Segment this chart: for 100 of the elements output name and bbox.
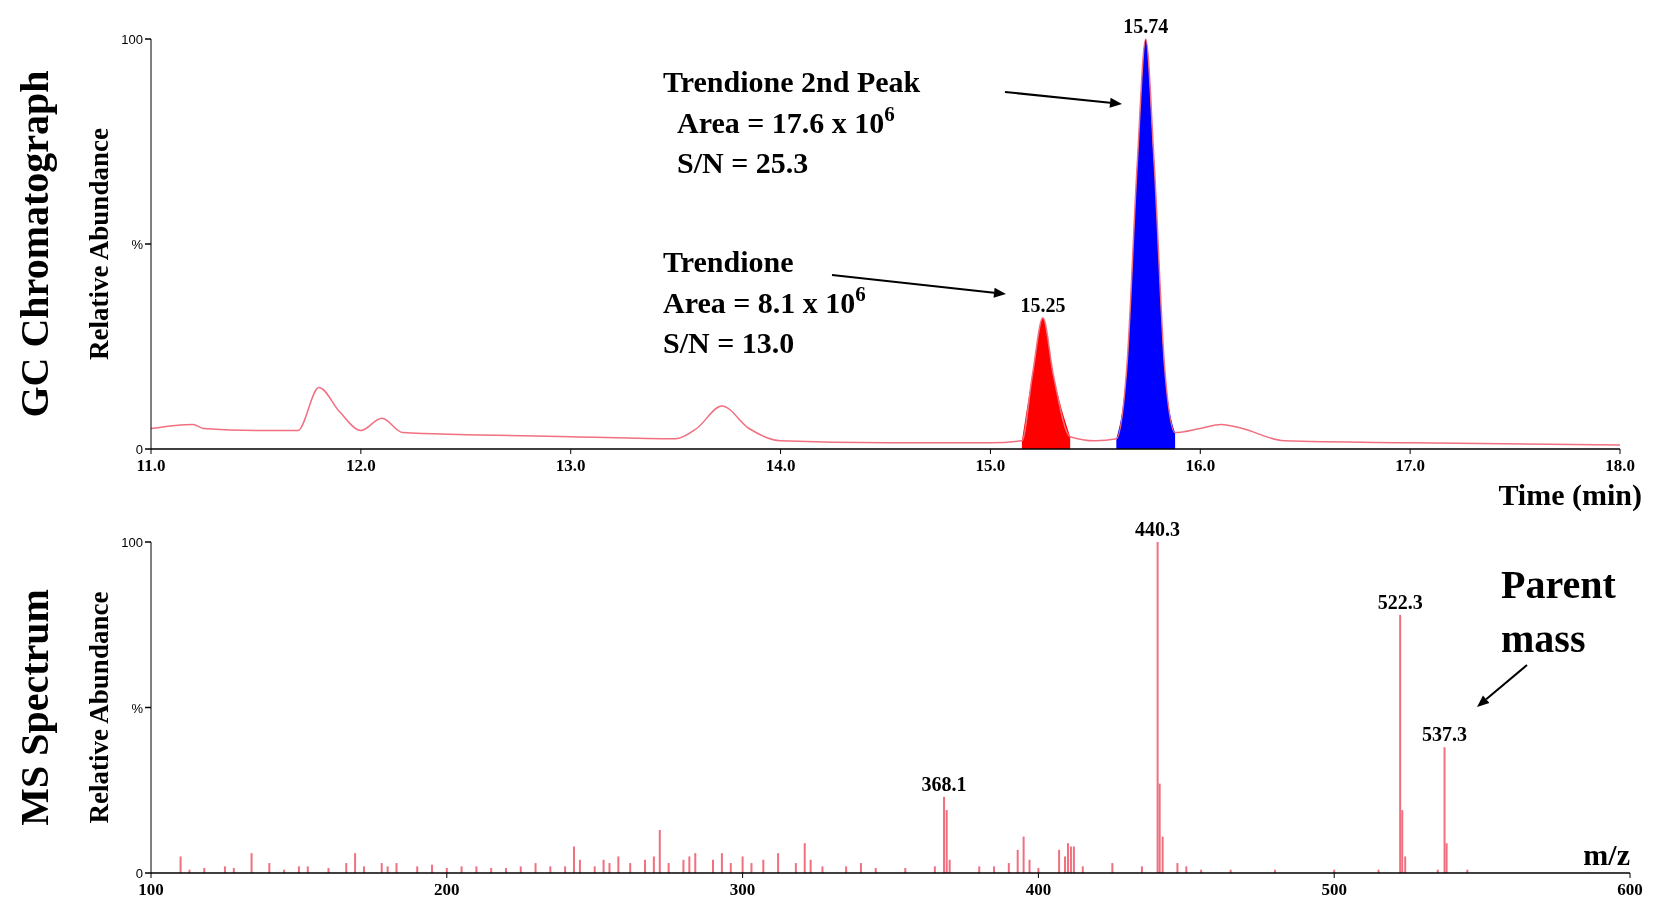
bar <box>395 863 398 873</box>
y-axis-title: Relative Abundance <box>84 591 114 824</box>
bar <box>1156 542 1159 873</box>
bar <box>593 866 596 873</box>
bar <box>729 863 732 873</box>
bar <box>943 796 946 873</box>
bar <box>794 863 797 873</box>
annotation: 522.3 <box>1377 590 1423 613</box>
bar <box>608 863 611 873</box>
bar <box>933 866 936 873</box>
bar <box>1072 846 1075 873</box>
line-series <box>150 38 1621 446</box>
bar <box>658 829 661 873</box>
bar <box>475 866 478 873</box>
bar <box>629 863 632 873</box>
bar <box>602 859 605 873</box>
bar <box>821 866 824 873</box>
bar <box>362 866 365 873</box>
bar <box>741 856 744 873</box>
bar <box>549 866 552 873</box>
x-tick-label: 300 <box>729 880 756 899</box>
annotation: 368.1 <box>921 772 967 795</box>
y-tick-label: 0 <box>135 442 143 457</box>
bar <box>345 863 348 873</box>
annotation: 440.3 <box>1135 518 1181 540</box>
bar <box>762 859 765 873</box>
bar <box>688 856 691 873</box>
annotation: 537.3 <box>1422 723 1468 746</box>
annotation: 15.25 <box>1020 293 1066 316</box>
bar <box>386 866 389 873</box>
bar <box>750 863 753 873</box>
x-tick-label: 18.0 <box>1605 456 1635 475</box>
bar <box>993 866 996 873</box>
x-tick-label: 14.0 <box>765 456 796 475</box>
text: MS Spectrum <box>12 589 57 826</box>
bar <box>572 846 575 873</box>
bar <box>652 856 655 873</box>
bar <box>978 866 981 873</box>
bar <box>1111 863 1114 873</box>
x-tick-label: 600 <box>1617 880 1643 899</box>
y-axis-title: Relative Abundance <box>84 128 114 360</box>
bar <box>1007 863 1010 873</box>
y-tick-label: % <box>131 237 144 252</box>
bar <box>1028 859 1031 873</box>
annotation: 15.74 <box>1123 15 1169 37</box>
y-tick-label: % <box>131 700 144 716</box>
bar <box>1176 863 1179 873</box>
bar <box>720 853 723 873</box>
bar <box>1399 614 1402 873</box>
x-tick-label: 13.0 <box>555 456 586 475</box>
text: Trendione 2nd Peak Area = 17.6 x 10$^{6}$ S/N = 25.3 <box>663 65 921 179</box>
bar <box>306 866 309 873</box>
bar <box>1081 866 1084 873</box>
bar <box>250 853 253 873</box>
bar <box>354 853 357 873</box>
y-tick-label: 0 <box>135 866 143 881</box>
bar <box>643 859 646 873</box>
bar <box>297 866 300 873</box>
x-axis-title: Time (min) <box>1498 478 1642 512</box>
x-tick-label: 400 <box>1025 880 1052 899</box>
x-tick-label: 16.0 <box>1185 456 1216 475</box>
bar <box>682 859 685 873</box>
bar <box>1066 843 1069 873</box>
bar <box>777 853 780 873</box>
bar <box>460 866 463 873</box>
x-tick-label: 11.0 <box>136 456 166 475</box>
x-tick-label: 500 <box>1321 880 1347 899</box>
bar <box>519 866 522 873</box>
x-axis-title: m/z <box>1583 838 1630 871</box>
x-tick-label: 15.0 <box>975 456 1006 475</box>
annotation: Parent mass <box>1501 562 1617 661</box>
bar <box>617 856 620 873</box>
bar <box>845 866 848 873</box>
y-tick-label: 100 <box>121 32 143 47</box>
bar <box>859 863 862 873</box>
bar <box>1016 849 1019 873</box>
y-tick-label: 100 <box>121 535 143 550</box>
x-tick-label: 200 <box>434 880 460 899</box>
x-tick-label: 17.0 <box>1395 456 1426 475</box>
bar <box>712 859 715 873</box>
text: Trendione Area = 8.1 x 10$^{6}$ S/N = 13.0 <box>663 245 866 359</box>
bar <box>223 866 226 873</box>
bar <box>1185 866 1188 873</box>
bar <box>380 863 383 873</box>
bar <box>809 859 812 873</box>
bar <box>564 866 567 873</box>
bar <box>1443 747 1446 873</box>
bar <box>1069 846 1072 873</box>
bar <box>1140 866 1143 873</box>
bar <box>667 863 670 873</box>
bar <box>534 863 537 873</box>
bar <box>578 859 581 873</box>
bar <box>1058 849 1061 873</box>
bar <box>268 863 271 873</box>
text: GC Chromatograph <box>12 70 57 418</box>
bar <box>803 843 806 873</box>
bar <box>179 856 182 873</box>
x-tick-label: 12.0 <box>345 456 376 475</box>
bar <box>694 853 697 873</box>
bar <box>416 866 419 873</box>
